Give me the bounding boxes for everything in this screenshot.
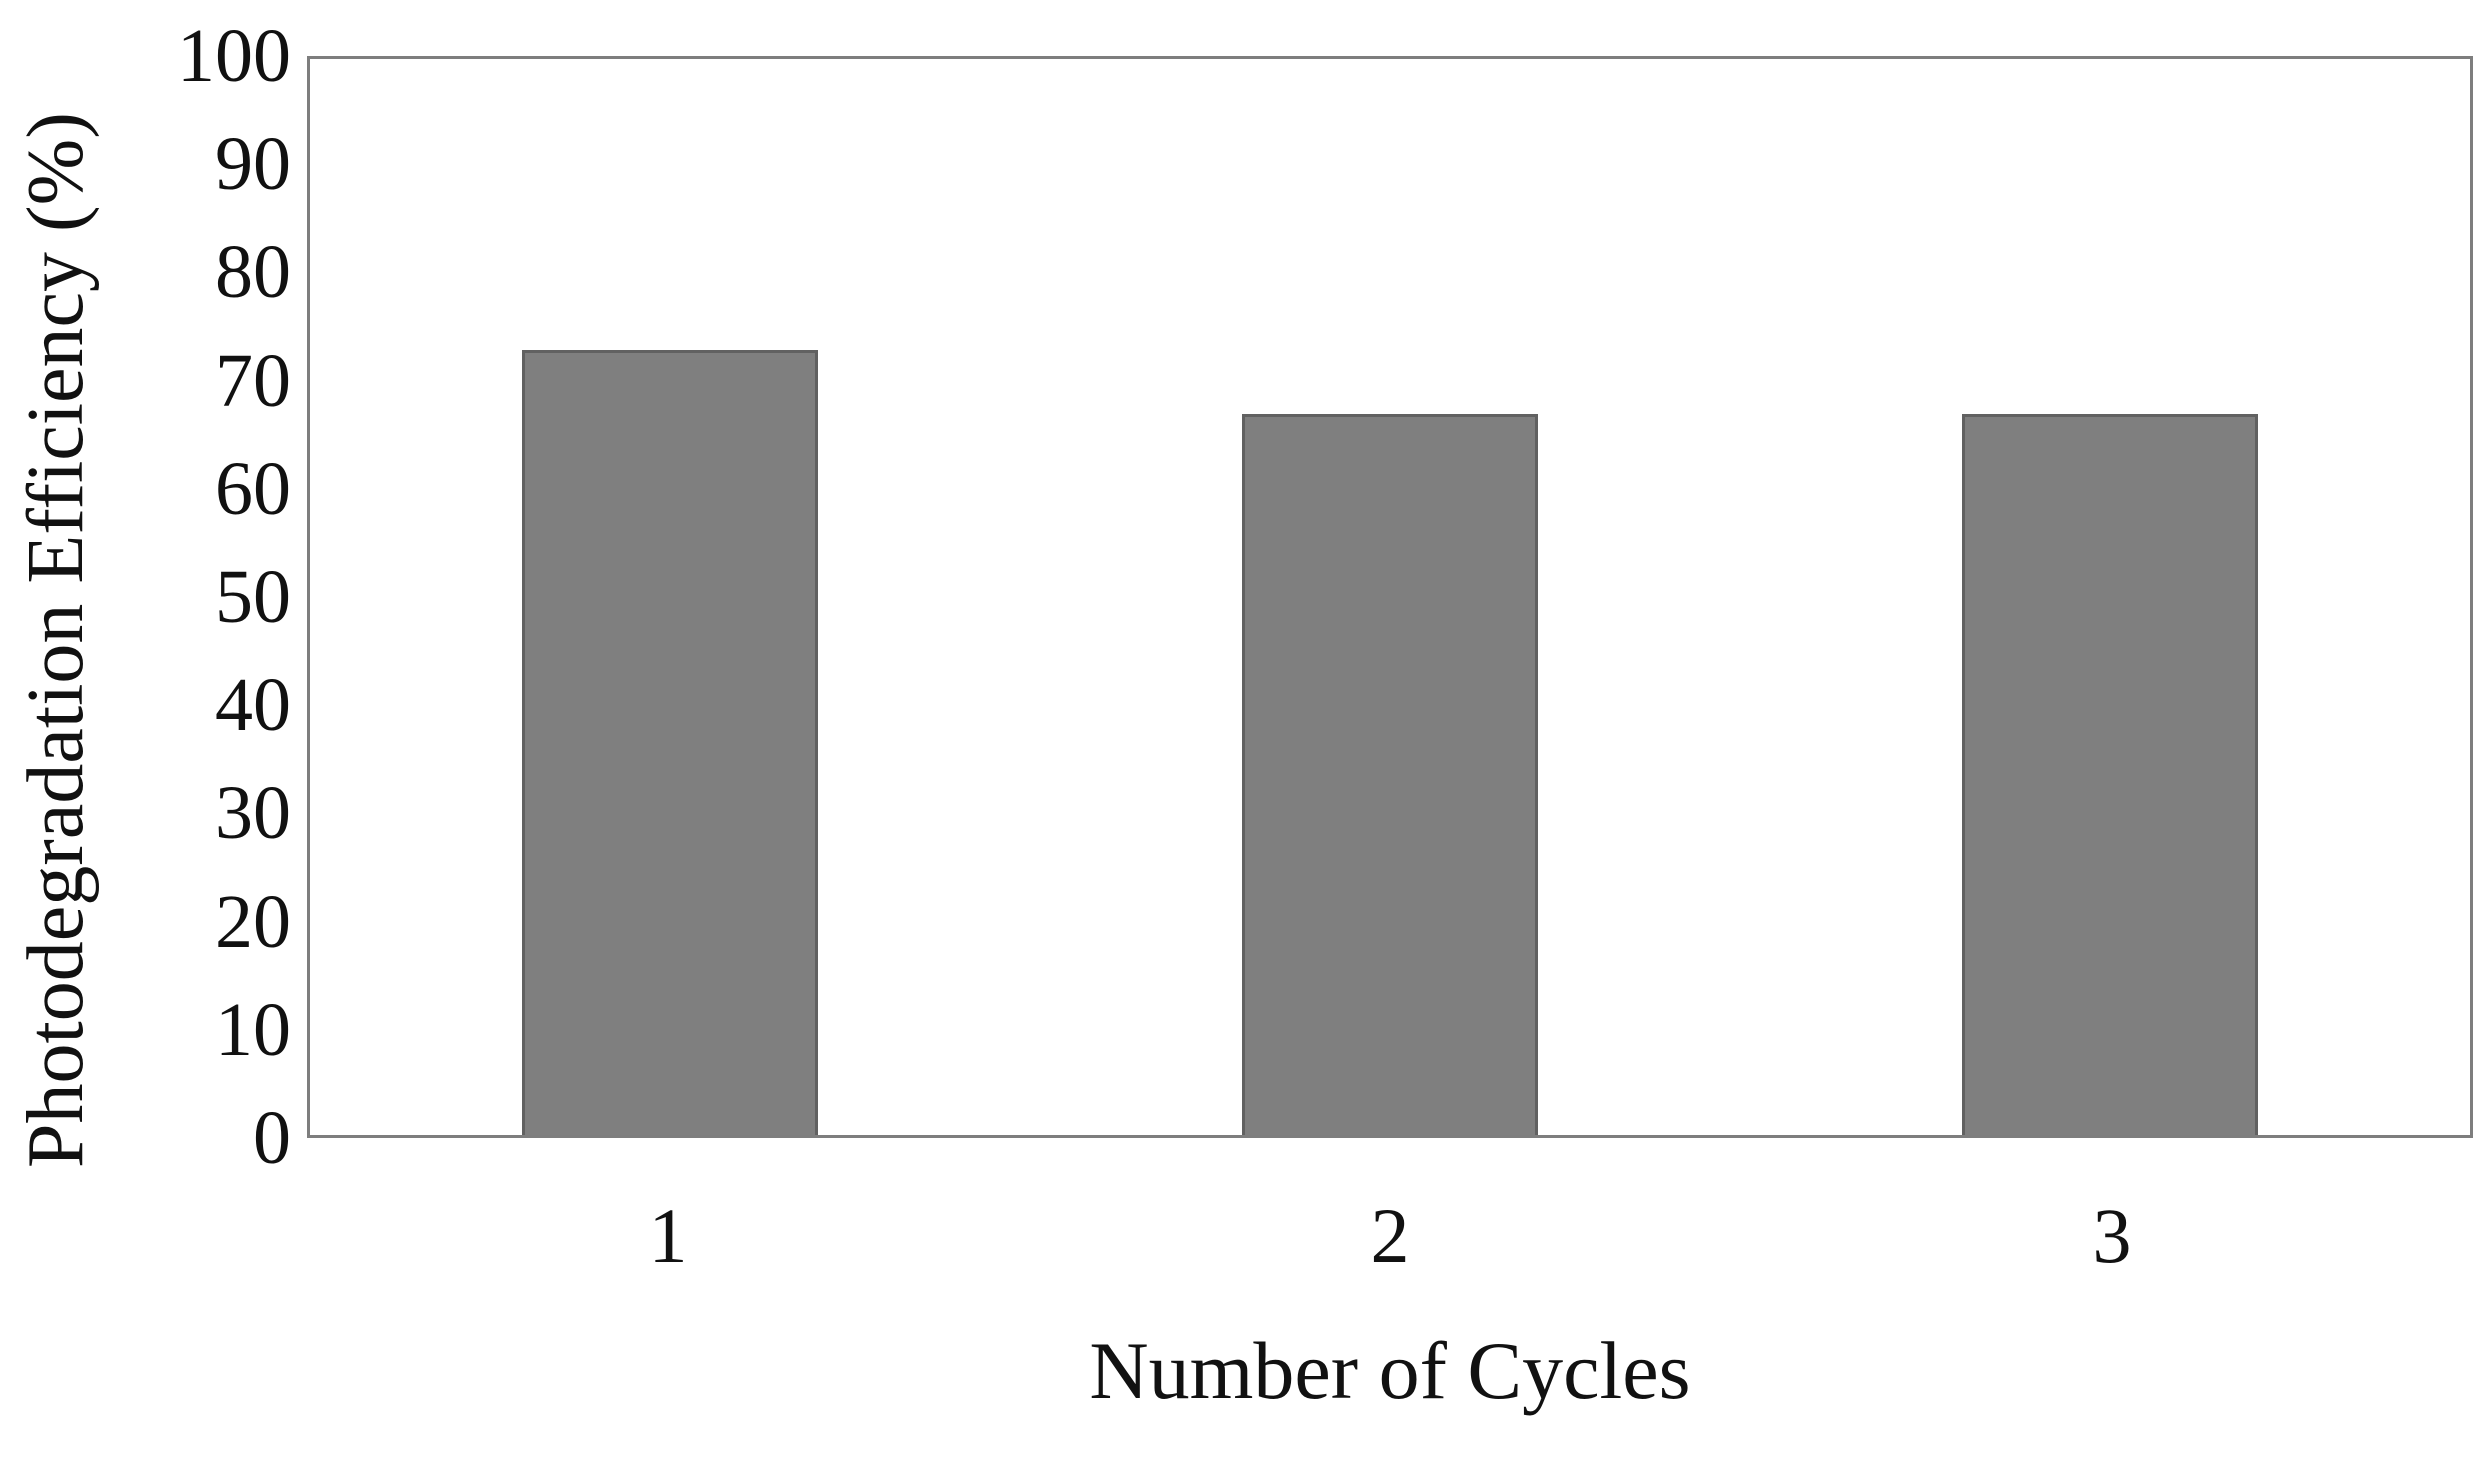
x-tick-label: 3	[2092, 1192, 2132, 1279]
y-axis-tick-labels: 0 10 20 30 40 50 60 70 80 90 100	[0, 0, 291, 1459]
y-tick-label: 10	[215, 987, 291, 1072]
y-tick-label: 0	[253, 1096, 291, 1180]
bars-container	[310, 59, 2470, 1135]
y-tick-label: 100	[177, 14, 291, 98]
bar	[1242, 414, 1538, 1135]
y-tick-label: 50	[215, 555, 291, 639]
bar	[522, 349, 818, 1135]
bar-slot	[310, 59, 1030, 1135]
y-tick-label: 40	[215, 663, 291, 748]
y-tick-label: 60	[215, 446, 291, 531]
x-tick-label: 1	[648, 1192, 688, 1279]
bar-slot	[1750, 59, 2470, 1135]
bar-slot	[1030, 59, 1750, 1135]
y-tick-label: 70	[215, 338, 291, 423]
x-tick-label: 2	[1370, 1192, 1410, 1279]
plot-area	[307, 56, 2473, 1138]
y-tick-label: 80	[215, 230, 291, 315]
x-axis-title: Number of Cycles	[1089, 1325, 1691, 1416]
y-tick-label: 20	[215, 879, 291, 964]
y-tick-label: 30	[215, 771, 291, 856]
bar	[1962, 414, 2258, 1135]
y-tick-label: 90	[215, 122, 291, 207]
